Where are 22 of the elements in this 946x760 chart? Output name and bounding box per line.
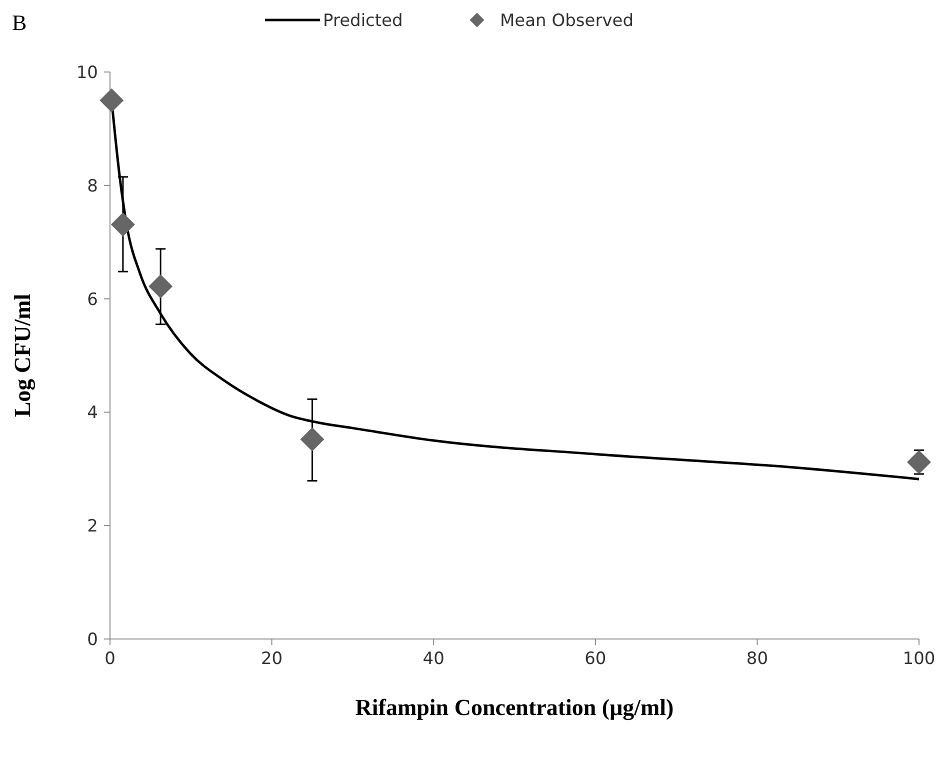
point [907, 450, 931, 474]
y-tick-label: 2 [87, 516, 98, 537]
y-tick-label: 10 [76, 62, 98, 83]
y-tick-label: 0 [87, 630, 98, 650]
x-tick-label: 20 [260, 649, 283, 669]
point [100, 88, 124, 112]
x-tick-label: 0 [104, 649, 116, 669]
chart-title: B [12, 10, 27, 35]
point [300, 427, 324, 452]
legend-label: Mean Observed [500, 10, 634, 31]
y-tick-label: 4 [87, 403, 98, 424]
y-tick-label: 6 [87, 290, 98, 310]
point [110, 212, 135, 237]
x-tick-label: 40 [422, 649, 444, 669]
x-tick-label: 80 [746, 649, 768, 669]
legend-label: Predicted [323, 10, 403, 31]
x-axis-title: Rifampin Concentration (μg/ml) [355, 695, 674, 721]
point [148, 274, 173, 298]
y-axis-title: Log CFU/ml [10, 294, 36, 418]
y-tick-label: 8 [87, 176, 98, 196]
x-tick-label: 100 [902, 649, 936, 669]
x-tick-label: 60 [584, 649, 606, 669]
